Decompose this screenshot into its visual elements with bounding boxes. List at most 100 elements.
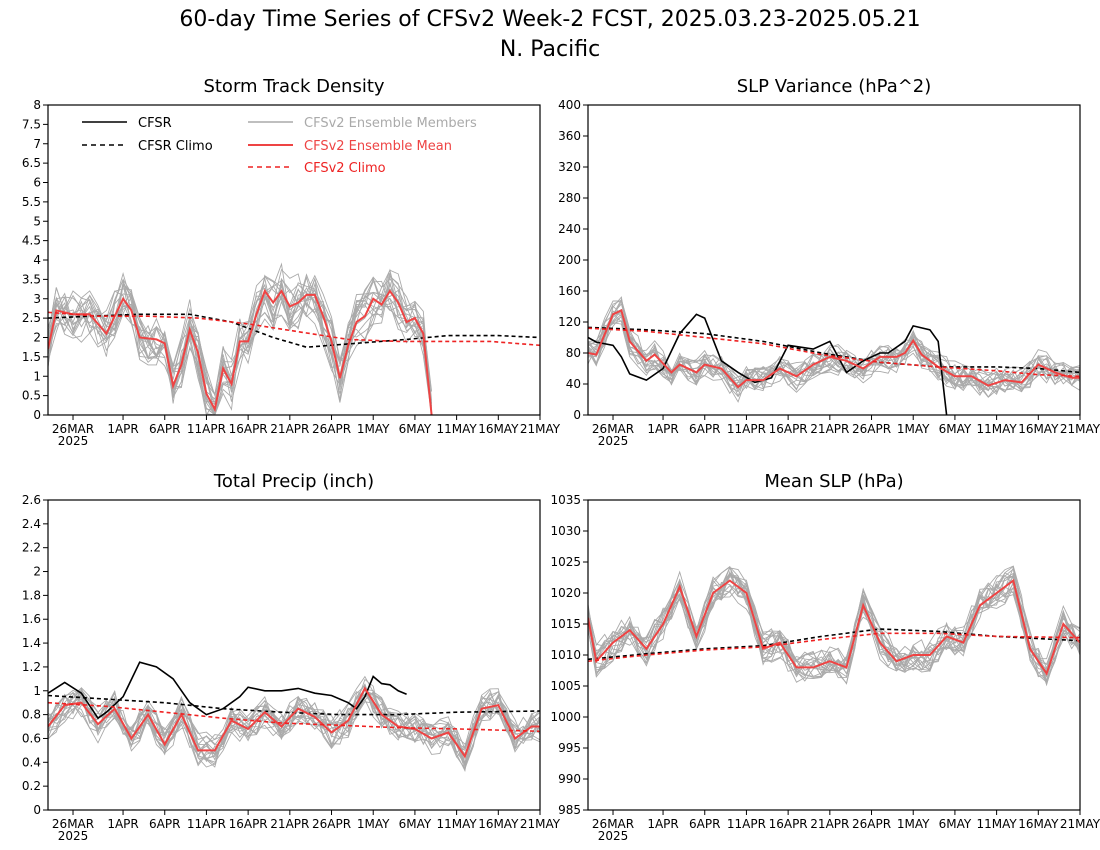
plot-area — [48, 262, 540, 415]
x-tick-label: 16APR — [769, 817, 808, 831]
x-tick-label: 16MAY — [1018, 817, 1059, 831]
y-tick-label: 2.2 — [22, 541, 41, 555]
y-tick-label: 1.6 — [22, 612, 41, 626]
y-tick-label: 1.4 — [22, 636, 41, 650]
x-tick-label: 6APR — [149, 422, 180, 436]
x-tick-label: 26MAR — [592, 817, 634, 831]
y-tick-label: 160 — [558, 284, 581, 298]
x-tick-label: 21APR — [270, 422, 309, 436]
y-tick-label: 1035 — [550, 493, 581, 507]
panel-title: Storm Track Density — [203, 76, 384, 97]
y-tick-label: 360 — [558, 129, 581, 143]
x-tick-label: 21MAY — [1060, 817, 1100, 831]
ensemble-member-line — [48, 282, 433, 412]
x-tick-label: 26APR — [312, 422, 351, 436]
cfsv2-ensemble-mean-line — [48, 686, 540, 759]
ensemble-member-line — [48, 683, 540, 767]
plot-area — [588, 565, 1080, 687]
x-tick-label: 21MAY — [1060, 422, 1100, 436]
ensemble-member-line — [588, 565, 1080, 673]
ensemble-member-line — [588, 310, 1080, 395]
x-tick-label: 6MAY — [939, 422, 972, 436]
y-tick-label: 400 — [558, 98, 581, 112]
cfsv2-climo-line — [588, 327, 1080, 378]
panel-title: Mean SLP (hPa) — [764, 471, 903, 492]
y-tick-label: 3 — [33, 292, 41, 306]
x-tick-label: 6APR — [689, 817, 720, 831]
y-tick-label: 1030 — [550, 524, 581, 538]
x-tick-label: 6APR — [149, 817, 180, 831]
cfsv2-ensemble-mean-line — [588, 578, 1080, 676]
ensemble-member-line — [588, 570, 1080, 686]
y-tick-label: 6 — [33, 176, 41, 190]
x-tick-label: 11APR — [727, 422, 766, 436]
y-tick-label: 200 — [558, 253, 581, 267]
panel-frame — [47, 104, 541, 416]
ensemble-member-line — [588, 579, 1080, 673]
ensemble-member-line — [48, 276, 433, 415]
chart-panel-2: SLP Variance (hPa^2) 0 40 80 120 160 200 240 280… — [558, 76, 1100, 448]
y-tick-label: 1010 — [550, 648, 581, 662]
cfsv2-climo-line — [48, 701, 540, 733]
x-tick-label: 26APR — [312, 817, 351, 831]
x-tick-label: 11MAY — [436, 817, 477, 831]
y-tick-label: 1025 — [550, 555, 581, 569]
y-tick-label: 0.5 — [22, 389, 41, 403]
x-tick-label: 16APR — [229, 422, 268, 436]
y-tick-label: 1000 — [550, 710, 581, 724]
y-tick-label: 2 — [33, 565, 41, 579]
legend: CFSR CFSR Climo CFSv2 Ensemble Members CFSv… — [82, 116, 477, 176]
y-tick-label: 1.2 — [22, 660, 41, 674]
cfsr-climo-line — [588, 628, 1080, 661]
x-tick-label: 6MAY — [939, 817, 972, 831]
cfsv2-ensemble-mean-line — [588, 308, 1080, 389]
x-tick-label: 6MAY — [399, 422, 432, 436]
x-tick-label: 1MAY — [357, 817, 390, 831]
y-tick-label: 40 — [566, 377, 581, 391]
x-tick-label: 11APR — [187, 422, 226, 436]
y-tick-label: 1020 — [550, 586, 581, 600]
chart-panel-3: Total Precip (inch) 0 0.2 0.4 0.6 0.8 1 1.2 1.4 1… — [22, 471, 561, 843]
x-tick-label: 16MAY — [478, 817, 519, 831]
ensemble-member-line — [48, 268, 433, 415]
ensemble-member-line — [48, 275, 433, 415]
x-tick-label: 1APR — [647, 817, 678, 831]
y-tick-label: 985 — [558, 803, 581, 817]
x-tick-label: 11APR — [727, 817, 766, 831]
x-tick-label: 26MAR — [592, 422, 634, 436]
cfsv2-climo-line — [48, 311, 540, 347]
x-tick-label: 1MAY — [897, 817, 930, 831]
x-tick-label: 1APR — [107, 422, 138, 436]
x-tick-label: 1MAY — [897, 422, 930, 436]
ensemble-member-line — [48, 288, 433, 415]
y-tick-label: 1 — [33, 684, 41, 698]
x-tick-label: 26APR — [852, 422, 891, 436]
y-tick-label: 320 — [558, 160, 581, 174]
x-year-label: 2025 — [58, 829, 89, 843]
x-tick-label: 16APR — [769, 422, 808, 436]
x-tick-label: 21MAY — [520, 817, 561, 831]
y-tick-label: 4 — [33, 253, 41, 267]
x-tick-label: 1MAY — [357, 422, 390, 436]
legend-label-cfsr: CFSR — [138, 116, 172, 131]
x-tick-label: 21APR — [810, 817, 849, 831]
main-subtitle: N. Pacific — [500, 37, 600, 62]
plot-area — [48, 661, 540, 772]
y-tick-label: 1015 — [550, 617, 581, 631]
y-tick-label: 0 — [573, 408, 581, 422]
y-tick-label: 995 — [558, 741, 581, 755]
x-tick-label: 16APR — [229, 817, 268, 831]
y-tick-label: 5 — [33, 214, 41, 228]
legend-label-ens-mean: CFSv2 Ensemble Mean — [304, 139, 452, 154]
panel-frame — [587, 499, 1081, 811]
x-tick-label: 21APR — [270, 817, 309, 831]
x-year-label: 2025 — [598, 434, 629, 448]
y-tick-label: 2.5 — [22, 311, 41, 325]
chart-panel-1: Storm Track Density 0 0.5 1 1.5 2 2.5 3 3.5 4 4.5 5… — [22, 76, 561, 448]
x-tick-label: 11APR — [187, 817, 226, 831]
y-tick-label: 240 — [558, 222, 581, 236]
x-year-label: 2025 — [598, 829, 629, 843]
panel-title: SLP Variance (hPa^2) — [737, 76, 932, 97]
plot-area — [588, 296, 1080, 415]
